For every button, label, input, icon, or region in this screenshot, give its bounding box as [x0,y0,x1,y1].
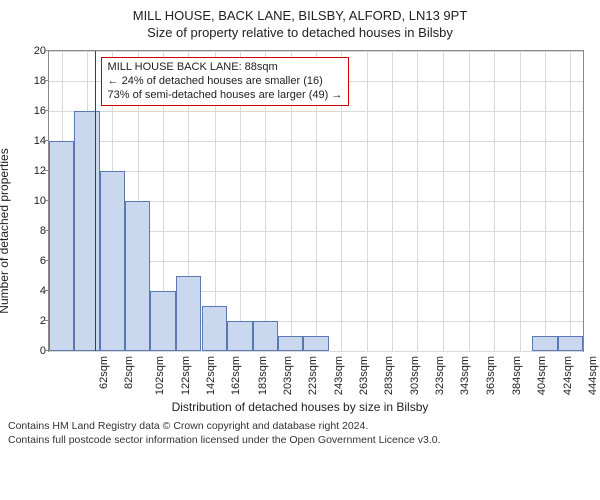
x-tick-label: 122sqm [180,356,192,395]
x-tick-label: 404sqm [537,356,549,395]
x-tick-label: 384sqm [511,356,523,395]
chart-subtitle: Size of property relative to detached ho… [8,25,592,40]
plot-area: MILL HOUSE BACK LANE: 88sqm← 24% of deta… [48,50,584,352]
footer-line-2: Contains full postcode sector informatio… [8,434,592,448]
title-block: MILL HOUSE, BACK LANE, BILSBY, ALFORD, L… [8,8,592,40]
x-tick-label: 183sqm [257,356,269,395]
y-tick-label: 12 [28,165,46,177]
gridline-h [49,351,583,352]
gridline-v [469,51,470,351]
x-tick-label: 303sqm [409,356,421,395]
y-tick-label: 8 [28,225,46,237]
x-tick-label: 243sqm [333,356,345,395]
x-tick-label: 223sqm [308,356,320,395]
x-tick-label: 142sqm [205,356,217,395]
gridline-v [570,51,571,351]
gridline-v [443,51,444,351]
annotation-line: MILL HOUSE BACK LANE: 88sqm [108,61,343,75]
chart-title: MILL HOUSE, BACK LANE, BILSBY, ALFORD, L… [8,8,592,23]
bar [100,171,125,351]
x-tick-label: 323sqm [434,356,446,395]
y-tick-label: 16 [28,105,46,117]
bar [303,336,328,351]
x-tick-label: 343sqm [459,356,471,395]
gridline-v [494,51,495,351]
y-tick-label: 14 [28,135,46,147]
x-tick-label: 62sqm [98,356,110,389]
bar [150,291,175,351]
y-tick-label: 2 [28,315,46,327]
footer-line-1: Contains HM Land Registry data © Crown c… [8,420,592,434]
x-tick-label: 363sqm [485,356,497,395]
chart-area: Number of detached properties MILL HOUSE… [8,46,592,416]
x-tick-label: 82sqm [123,356,135,389]
x-tick-label: 283sqm [383,356,395,395]
y-axis-label: Number of detached properties [0,148,11,313]
x-tick-label: 162sqm [230,356,242,395]
y-tick-label: 10 [28,195,46,207]
x-axis-label: Distribution of detached houses by size … [8,400,592,414]
y-tick-label: 0 [28,345,46,357]
bar [227,321,252,351]
bar [253,321,278,351]
gridline-v [367,51,368,351]
gridline-v [392,51,393,351]
bar [532,336,557,351]
annotation-box: MILL HOUSE BACK LANE: 88sqm← 24% of deta… [101,57,350,106]
bar [278,336,303,351]
bar [49,141,74,351]
gridline-v [545,51,546,351]
x-tick-label: 102sqm [154,356,166,395]
bar [176,276,201,351]
annotation-line: ← 24% of detached houses are smaller (16… [108,75,343,89]
gridline-v [520,51,521,351]
bar [202,306,227,351]
bar [125,201,150,351]
marker-line [95,51,97,351]
x-tick-label: 203sqm [282,356,294,395]
footer: Contains HM Land Registry data © Crown c… [8,420,592,447]
x-tick-label: 424sqm [562,356,574,395]
gridline-v [417,51,418,351]
x-tick-label: 263sqm [358,356,370,395]
bar [558,336,583,351]
y-tick-label: 6 [28,255,46,267]
x-tick-label: 444sqm [587,356,599,395]
y-tick-label: 18 [28,75,46,87]
annotation-line: 73% of semi-detached houses are larger (… [108,89,343,103]
y-tick-label: 4 [28,285,46,297]
y-tick-label: 20 [28,45,46,57]
